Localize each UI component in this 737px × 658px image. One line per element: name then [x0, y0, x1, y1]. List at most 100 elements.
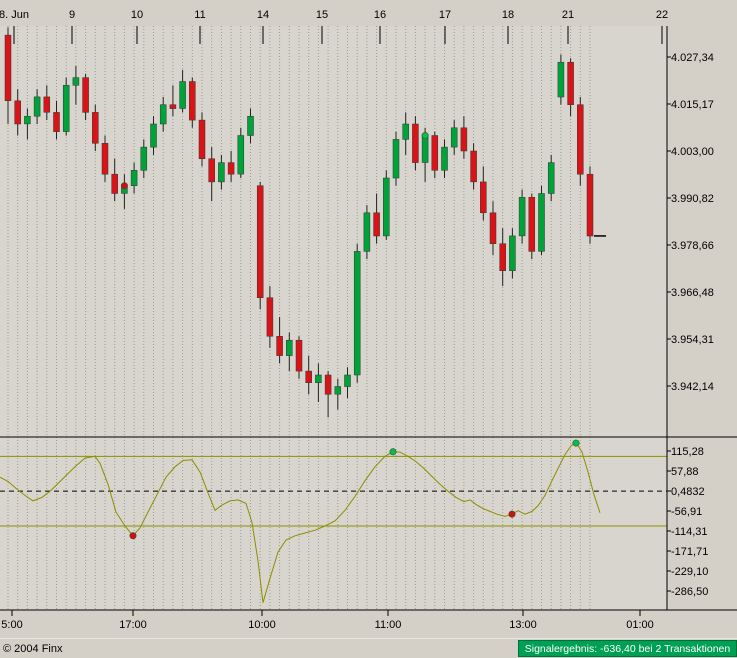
- candle-up: [218, 162, 225, 183]
- copyright-text: © 2004 Finx: [3, 642, 63, 655]
- buy-signal-dot: [389, 448, 397, 456]
- candle-up: [441, 146, 448, 171]
- candle-down: [92, 112, 99, 144]
- candle-up: [509, 235, 516, 271]
- indicator-panel: [0, 441, 667, 603]
- candle-down: [480, 181, 487, 214]
- candle-down: [169, 104, 177, 109]
- date-label: 22: [656, 9, 668, 21]
- indicator-axis-label: 57,88: [671, 466, 699, 478]
- candle-up: [159, 104, 167, 125]
- candle-down: [431, 135, 439, 171]
- candle-down: [4, 34, 12, 101]
- candle-up: [24, 115, 31, 125]
- date-label: 14: [257, 9, 269, 21]
- candle-up: [518, 197, 526, 237]
- candle-up: [344, 374, 351, 387]
- candle-down: [256, 185, 264, 298]
- candle-up: [402, 123, 409, 140]
- buy-signal-dot: [421, 132, 429, 140]
- candle-up: [383, 177, 390, 237]
- candle-up: [353, 251, 361, 376]
- candle-down: [412, 123, 419, 163]
- candle-down: [198, 119, 206, 159]
- candlestick-series: [4, 27, 606, 418]
- candle-down: [111, 173, 118, 194]
- date-label: 10: [131, 9, 143, 21]
- candle-down: [82, 77, 89, 113]
- signal-result-badge: Signalergebnis: -636,40 bei 2 Transaktio…: [518, 640, 737, 657]
- candle-up: [179, 81, 186, 109]
- candle-down: [189, 81, 196, 121]
- candle-down: [586, 173, 594, 237]
- date-label: 21: [562, 9, 574, 21]
- sell-signal-dot: [120, 182, 128, 190]
- time-axis: 5:00 17:00 10:00 11:00 13:00 01:00: [1, 610, 654, 631]
- chart-background: [0, 0, 737, 638]
- indicator-axis-label: -229,10: [671, 566, 708, 578]
- indicator-axis-label: -171,71: [671, 546, 708, 558]
- price-axis-label: 3.966,48: [671, 287, 714, 299]
- candle-up: [286, 339, 293, 356]
- signal-markers: [120, 132, 580, 540]
- candle-down: [489, 212, 497, 244]
- candle-up: [450, 127, 458, 148]
- indicator-axis: 115,28 57,88 0,4832 -56,91 -114,31 -171,71 -22…: [667, 446, 708, 598]
- price-axis-label: 3.954,31: [671, 334, 714, 346]
- date-label: 17: [439, 9, 451, 21]
- price-axis-label: 3.942,14: [671, 381, 714, 393]
- time-label: 13:00: [509, 619, 537, 631]
- candle-down: [324, 374, 332, 395]
- candle-up: [557, 61, 565, 98]
- candle-up: [33, 96, 41, 117]
- candle-up: [315, 374, 322, 383]
- candle-up: [334, 386, 342, 395]
- candle-up: [150, 123, 157, 148]
- candle-down: [53, 112, 60, 132]
- candle-down: [43, 96, 51, 113]
- price-and-indicator-chart[interactable]: 8. Jun 9 10 11 14 15 16 17 18 21 22 4.027,34 4.015,1…: [0, 0, 737, 638]
- price-axis-label: 3.978,66: [671, 240, 714, 252]
- sell-signal-dot: [508, 510, 516, 518]
- signal-result-text: Signalergebnis: -636,40 bei 2 Transaktio…: [524, 642, 731, 655]
- candle-up: [237, 135, 245, 175]
- date-label: 15: [316, 9, 328, 21]
- candle-down: [208, 158, 215, 183]
- candle-down: [227, 162, 235, 175]
- candle-down: [528, 197, 536, 252]
- price-axis-label: 4.003,00: [671, 146, 714, 158]
- candle-down: [567, 61, 574, 105]
- candle-down: [305, 370, 312, 383]
- candle-down: [266, 297, 274, 337]
- buy-signal-dot: [572, 439, 580, 447]
- candle-down: [295, 339, 303, 372]
- candle-up: [538, 193, 545, 252]
- candle-up: [130, 170, 138, 186]
- status-bar: © 2004 Finx Signalergebnis: -636,40 bei …: [0, 638, 737, 658]
- time-label: 01:00: [626, 619, 654, 631]
- indicator-line: [0, 441, 601, 603]
- time-label: 10:00: [248, 619, 276, 631]
- date-label: 11: [194, 9, 205, 21]
- candle-down: [101, 143, 109, 175]
- candle-up: [62, 85, 70, 132]
- price-axis-label: 3.990,82: [671, 193, 714, 205]
- indicator-axis-label: -56,91: [671, 506, 702, 518]
- candle-up: [392, 139, 400, 179]
- date-label: 18: [502, 9, 514, 21]
- time-label: 5:00: [1, 619, 22, 631]
- candle-down: [460, 127, 468, 152]
- candle-up: [72, 77, 80, 86]
- candle-down: [499, 243, 506, 271]
- price-axis-label: 4.027,34: [671, 52, 714, 64]
- date-label: 16: [374, 9, 386, 21]
- candle-up: [547, 162, 555, 194]
- price-axis-label: 4.015,17: [671, 99, 714, 111]
- axes: [0, 26, 737, 611]
- candle-down: [276, 336, 283, 356]
- indicator-axis-label: 0,4832: [671, 486, 705, 498]
- date-label: 9: [69, 9, 75, 21]
- candle-down: [14, 100, 21, 125]
- price-axis: 4.027,34 4.015,17 4.003,00 3.990,82 3.978,66…: [667, 52, 714, 393]
